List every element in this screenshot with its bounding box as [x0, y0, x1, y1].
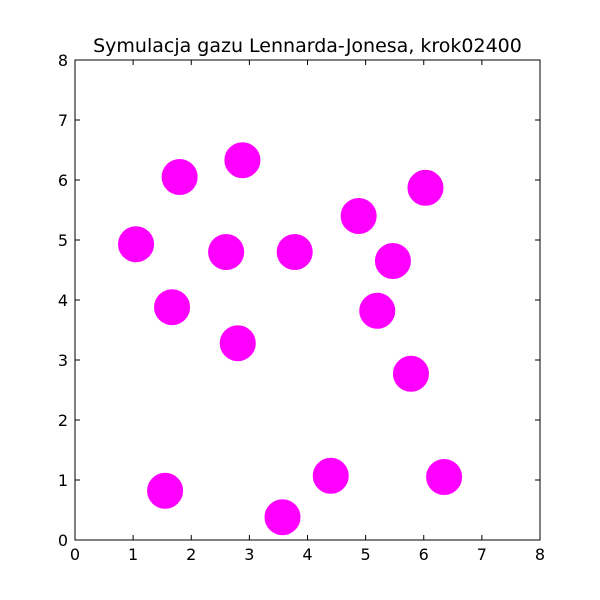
x-tick-label-6: 6: [419, 545, 429, 564]
data-point-12: [147, 472, 184, 509]
data-point-0: [118, 226, 155, 263]
data-point-5: [154, 289, 191, 326]
x-tick-label-1: 1: [128, 545, 138, 564]
y-tick-label-3: 3: [58, 351, 68, 370]
plot-frame: [74, 59, 541, 541]
x-tick-label-8: 8: [535, 545, 545, 564]
data-point-1: [161, 159, 198, 195]
data-point-10: [359, 292, 396, 329]
data-point-11: [392, 355, 429, 392]
data-point-14: [312, 457, 349, 494]
y-tick-label-5: 5: [58, 231, 68, 250]
y-tick-label-6: 6: [58, 171, 68, 190]
y-tick-label-1: 1: [58, 471, 68, 490]
y-tick-label-7: 7: [58, 111, 68, 130]
data-point-3: [208, 234, 245, 270]
data-point-4: [276, 234, 313, 270]
y-tick-label-4: 4: [58, 291, 68, 310]
points-layer: [118, 142, 463, 536]
x-tick-label-3: 3: [244, 545, 254, 564]
data-point-15: [426, 459, 463, 495]
x-tick-label-2: 2: [186, 545, 196, 564]
data-point-6: [219, 325, 256, 362]
data-point-8: [407, 169, 444, 206]
x-tick-label-4: 4: [302, 545, 312, 564]
data-point-7: [340, 198, 377, 234]
data-point-13: [264, 499, 301, 536]
ticks-layer: 0 1 2 3 4 5 6 7 8 0 1 2 3 4 5 6 7 8: [58, 51, 545, 564]
data-point-9: [374, 243, 411, 279]
x-tick-label-7: 7: [477, 545, 487, 564]
y-tick-label-0: 0: [58, 531, 68, 550]
chart-title: Symulacja gazu Lennarda-Jonesa, krok0240…: [93, 35, 522, 57]
x-tick-label-5: 5: [361, 545, 371, 564]
x-tick-label-0: 0: [70, 545, 80, 564]
y-tick-label-2: 2: [58, 411, 68, 430]
data-point-2: [224, 142, 261, 179]
y-tick-label-8: 8: [58, 51, 68, 70]
